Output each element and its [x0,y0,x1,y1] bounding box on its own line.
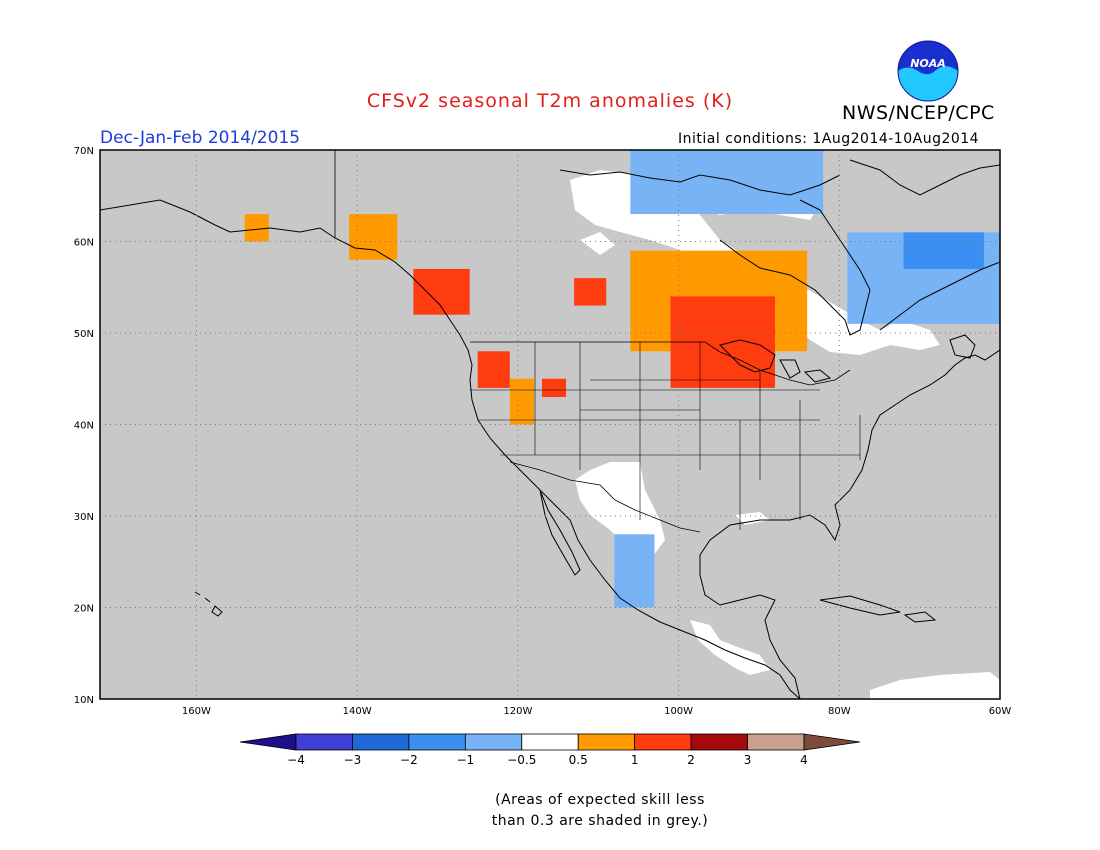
lon-tick-label: 100W [664,706,693,717]
lon-tick-label: 160W [182,706,211,717]
latitude-labels: 10N 20N 30N 40N 50N 60N 70N [74,146,94,706]
anomaly-region-warm-alaska-yukon [349,214,398,260]
colorbar-tick-label: 4 [800,753,808,767]
anomaly-region-cool-hudson-strait [903,232,984,269]
baffin-coast [849,159,1000,196]
coastline-layer [100,150,1000,699]
lat-tick-label: 60N [74,238,94,249]
lat-tick-label: 30N [74,512,94,523]
lon-tick-label: 120W [503,706,532,717]
colorbar-tick-label: 2 [687,753,695,767]
colorbar-segment [464,733,523,751]
anomaly-region-warm-oregon [509,378,534,425]
colorbar-segment [352,733,410,751]
lon-tick-label: 140W [343,706,372,717]
hudson-bay-coast [719,199,871,336]
us-mexico-border [509,461,701,533]
lat-tick-label: 40N [74,421,94,432]
noaa-logo-text: NOAA [910,57,946,70]
colorbar-segment [408,733,466,751]
colorbar-tick-label: 3 [744,753,752,767]
colorbar-tick-label: 0.5 [569,753,588,767]
colorbar-segment [577,733,636,751]
hispaniola-coast [903,611,937,623]
lat-tick-label: 20N [74,604,94,615]
chart-title: CFSv2 seasonal T2m anomalies (K) [366,90,734,112]
lon-tick-label: 80W [828,706,851,717]
colorbar-low-arrow [239,733,297,751]
us-canada-border [470,341,851,386]
colorbar-tick-label: −0.5 [507,753,536,767]
colorbar-segment [634,733,692,751]
normal-canada-west [580,232,615,255]
arctic-coast [559,169,841,196]
skill-note-line1: (Areas of expected skill less [495,792,705,808]
anomaly-region-cool-mexico [614,534,655,608]
skill-note-line2: than 0.3 are shaded in grey.) [491,813,709,829]
colorbar-tick-label: 1 [631,753,639,767]
colorbar-segments [239,733,861,751]
lat-tick-label: 10N [74,695,94,706]
colorbar-segment [690,733,748,751]
initial-conditions-label: Initial conditions: 1Aug2014-10Aug2014 [678,131,980,147]
skill-note: (Areas of expected skill less than 0.3 a… [420,790,780,832]
great-lakes [719,339,832,383]
gulf-coast [699,349,1000,699]
lon-tick-label: 60W [989,706,1012,717]
colorbar-segment [521,733,579,751]
anomaly-region-hot-saskatchewan [574,278,607,306]
labrador-coast [879,261,1000,331]
grid-layer [100,150,1000,699]
regions-layer [244,150,1000,608]
season-label: Dec-Jan-Feb 2014/2015 [100,128,301,148]
normal-southeast-region [735,512,770,525]
noaa-logo-icon: NOAA [897,40,959,102]
colorbar-high-arrow [803,733,861,751]
hawaii-coast [194,591,223,617]
colorbar-segment [747,733,805,751]
newfoundland-coast [949,334,976,359]
colorbar-segment [295,733,353,751]
colorbar-labels: −4 −3 −2 −1 −0.5 0.5 1 2 3 4 [287,753,808,767]
colorbar-tick-label: −3 [344,753,362,767]
organization-label: NWS/NCEP/CPC [842,102,995,124]
normal-central-america [690,620,770,675]
baja-coast [539,489,581,576]
anomaly-region-hot-idaho [541,378,567,398]
anomaly-region-hot-pacific-nw [477,351,510,388]
normal-south-america [870,672,1000,699]
anomaly-region-warm-alaska-west [244,214,269,242]
colorbar-tick-label: −4 [287,753,305,767]
colorbar-tick-label: −2 [400,753,418,767]
lat-tick-label: 50N [74,329,94,340]
anomaly-region-cool-arctic-islands [630,150,824,215]
longitude-labels: 160W 140W 120W 100W 80W 60W [182,706,1011,717]
colorbar-tick-label: −1 [456,753,474,767]
map-frame [99,149,1001,700]
lat-tick-label: 70N [74,146,94,157]
